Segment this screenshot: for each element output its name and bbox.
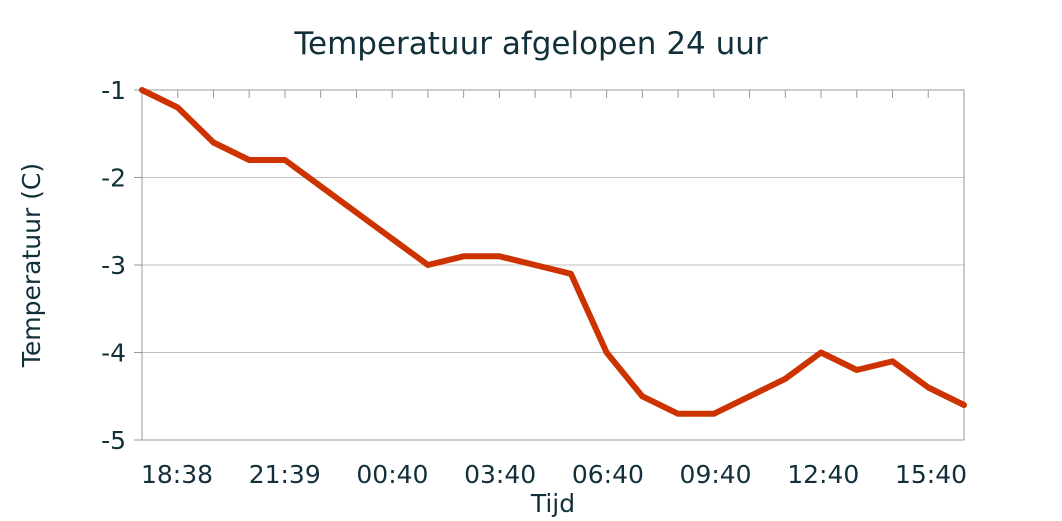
x-tick-label: 18:38 xyxy=(141,460,213,489)
x-tick-label: 09:40 xyxy=(680,460,752,489)
y-tick-label: -1 xyxy=(101,76,126,105)
y-axis-ticks: -1 -2 -3 -4 -5 xyxy=(101,76,142,455)
x-tick-label: 15:40 xyxy=(895,460,967,489)
y-tick-label: -2 xyxy=(101,164,126,193)
chart-title: Temperatuur afgelopen 24 uur xyxy=(293,26,768,62)
x-tick-label: 03:40 xyxy=(464,460,536,489)
vertical-tick-marks xyxy=(141,90,965,98)
x-tick-label: 06:40 xyxy=(572,460,644,489)
grid-lines xyxy=(142,177,964,353)
x-axis-ticks: 18:38 21:39 00:40 03:40 06:40 09:40 12:40 15:40 xyxy=(141,460,967,489)
x-tick-label: 21:39 xyxy=(249,460,321,489)
y-tick-label: -3 xyxy=(101,251,126,280)
x-tick-label: 12:40 xyxy=(787,460,859,489)
y-tick-label: -5 xyxy=(101,426,126,455)
x-axis-label: Tijd xyxy=(530,489,575,518)
y-tick-label: -4 xyxy=(101,339,126,368)
x-tick-label: 00:40 xyxy=(356,460,428,489)
y-axis-label: Temperatuur (C) xyxy=(17,163,46,368)
temperature-series-line xyxy=(139,87,967,417)
